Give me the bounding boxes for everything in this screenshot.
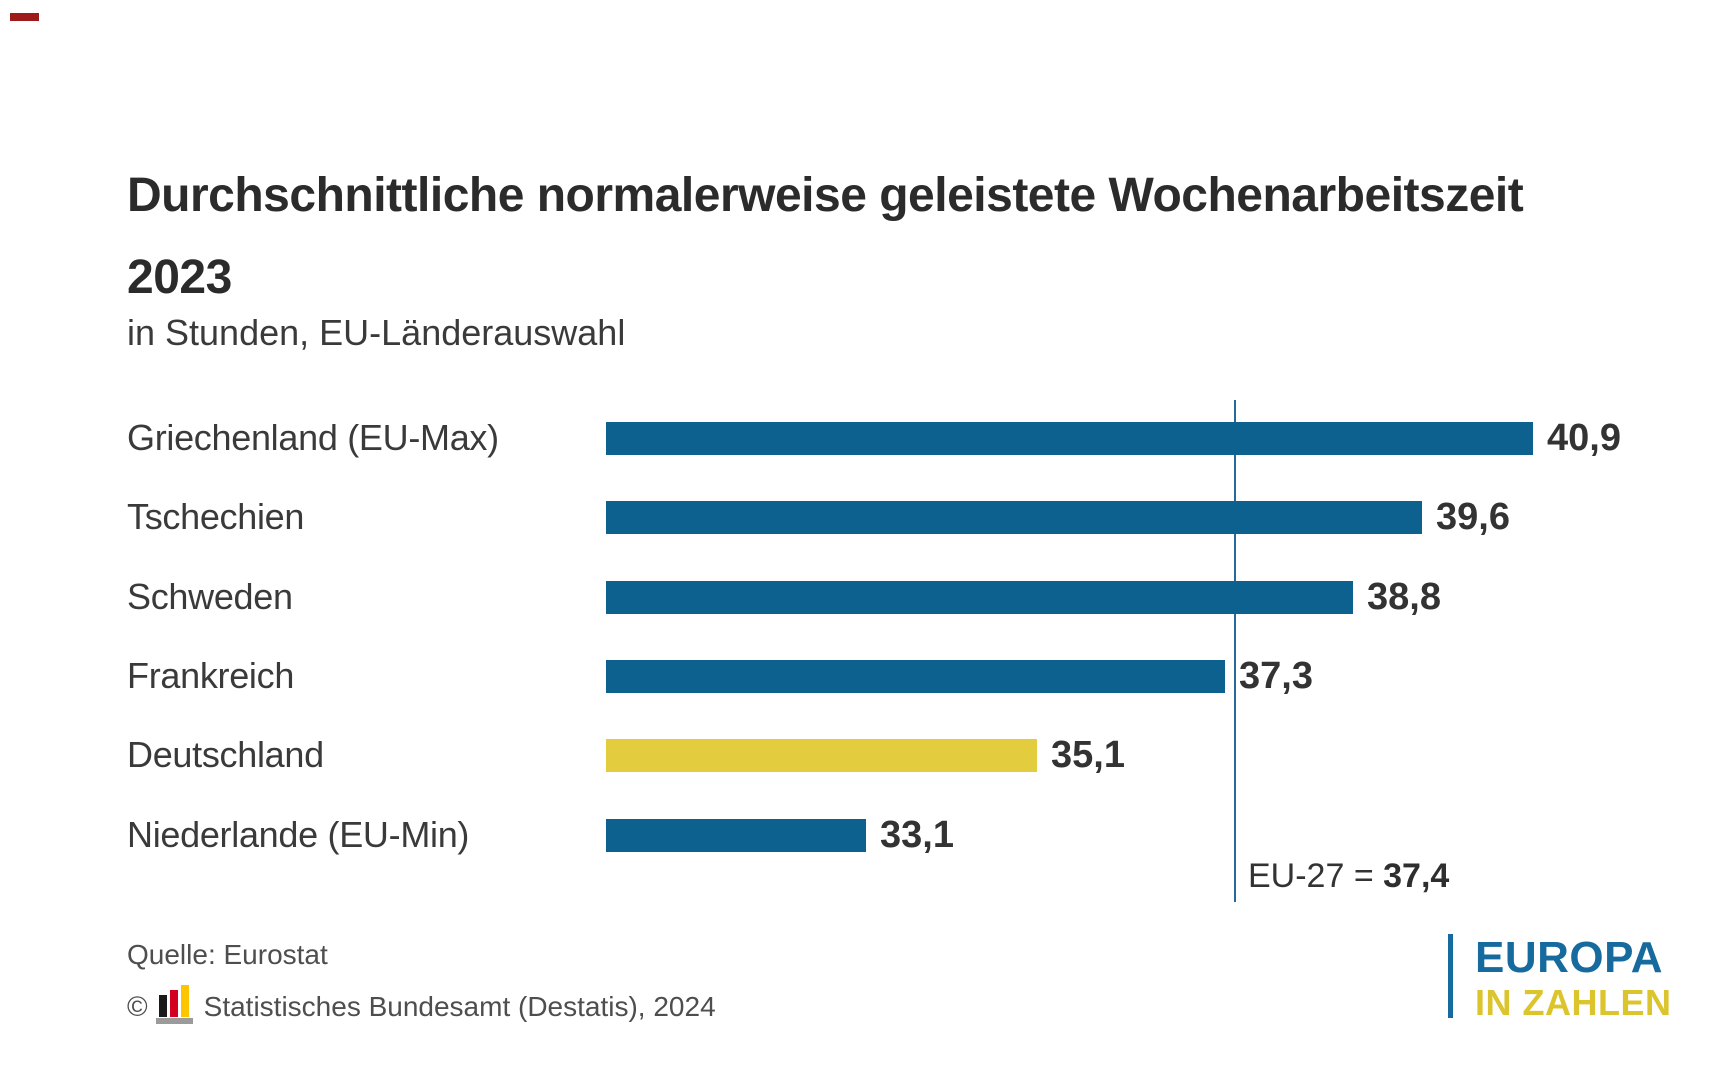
bar-value-label: 37,3 bbox=[1239, 654, 1313, 697]
bar-category-label: Schweden bbox=[127, 575, 293, 617]
copyright-text: Statistisches Bundesamt (Destatis), 2024 bbox=[203, 991, 716, 1022]
chart-row: Niederlande (EU-Min) 33,1 bbox=[0, 814, 1712, 856]
chart-title: Durchschnittliche normalerweise geleiste… bbox=[127, 155, 1524, 319]
chart-row: Tschechien 39,6 bbox=[0, 496, 1712, 538]
bar bbox=[606, 580, 1353, 614]
chart-subtitle: in Stunden, EU-Länderauswahl bbox=[127, 312, 626, 353]
bar-category-label: Deutschland bbox=[127, 734, 324, 776]
bar-value-label: 38,8 bbox=[1367, 575, 1441, 618]
eu27-label-value: 37,4 bbox=[1383, 857, 1450, 895]
bar-category-label: Frankreich bbox=[127, 654, 295, 696]
europa-in-zahlen-logo: EUROPA IN ZAHLEN bbox=[1448, 933, 1672, 1023]
destatis-logo-gold-bar bbox=[180, 985, 189, 1017]
destatis-logo-red-bar bbox=[169, 990, 178, 1017]
chart-row: Schweden 38,8 bbox=[0, 576, 1712, 618]
chart-title-line1: Durchschnittliche normalerweise geleiste… bbox=[127, 169, 1524, 222]
bar-category-label: Tschechien bbox=[127, 496, 305, 538]
eu27-reference-label: EU-27 = 37,4 bbox=[1248, 856, 1449, 896]
bar-category-label: Griechenland (EU-Max) bbox=[127, 417, 499, 458]
chart-row: Frankreich 37,3 bbox=[0, 655, 1712, 697]
bar-value-label: 35,1 bbox=[1051, 734, 1125, 777]
chart-row: Griechenland (EU-Max) 40,9 bbox=[0, 417, 1712, 459]
bar-value-label: 33,1 bbox=[880, 813, 954, 856]
bar bbox=[606, 422, 1533, 455]
destatis-logo-black-bar bbox=[158, 995, 167, 1017]
brand-line1: EUROPA bbox=[1475, 933, 1663, 982]
bar-value-label: 39,6 bbox=[1436, 496, 1510, 539]
source-note: Quelle: Eurostat bbox=[127, 939, 328, 970]
chart-title-line2: 2023 bbox=[127, 251, 232, 304]
brand-line2: IN ZAHLEN bbox=[1475, 982, 1672, 1023]
bar bbox=[606, 501, 1422, 535]
bar bbox=[606, 739, 1037, 773]
bar-value-label: 40,9 bbox=[1547, 417, 1621, 459]
corner-mark bbox=[10, 13, 39, 21]
copyright-note: © Statistisches Bundesamt (Destatis), 202… bbox=[127, 985, 716, 1027]
bar bbox=[606, 818, 866, 852]
bar bbox=[606, 659, 1225, 693]
eu27-label-prefix: EU-27 = bbox=[1248, 857, 1384, 895]
destatis-logo-base-bar bbox=[155, 1018, 193, 1024]
bar-category-label: Niederlande (EU-Min) bbox=[127, 813, 470, 855]
destatis-logo-icon bbox=[155, 985, 196, 1024]
chart-row: Deutschland 35,1 bbox=[0, 734, 1712, 776]
eu27-reference-line bbox=[1234, 400, 1236, 902]
copyright-symbol: © bbox=[127, 991, 148, 1022]
